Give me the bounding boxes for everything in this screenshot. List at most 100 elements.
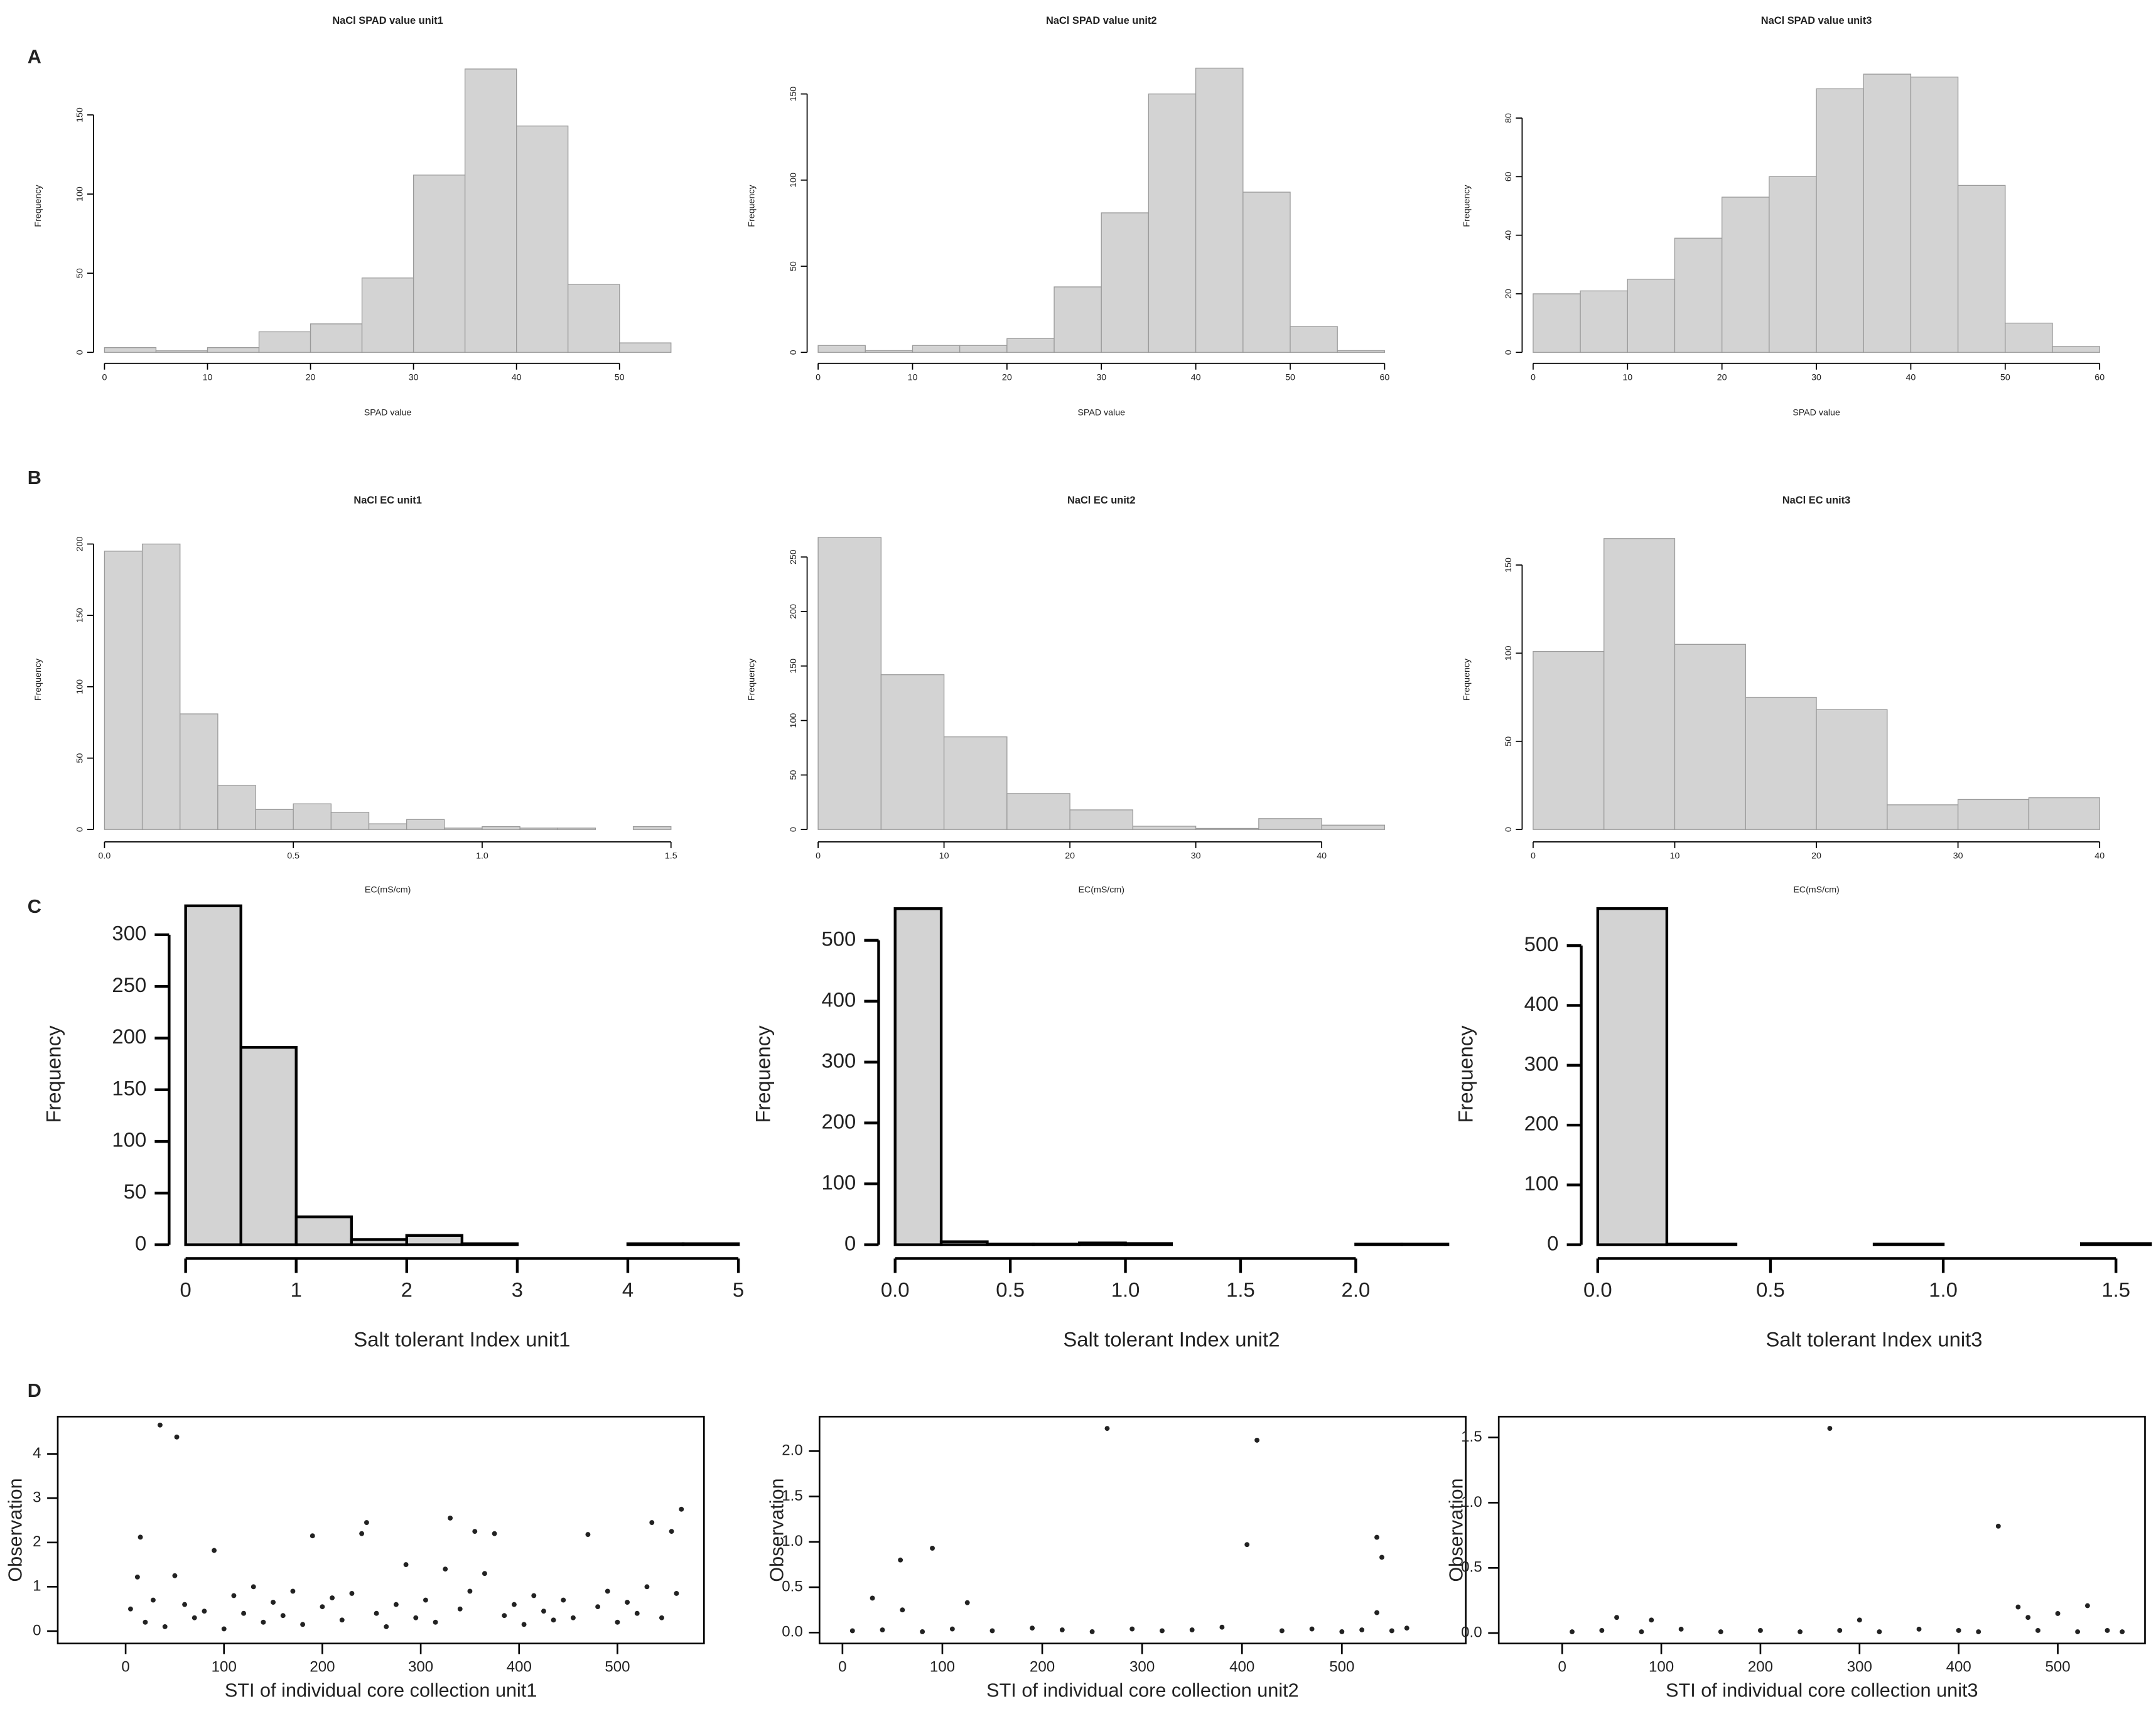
y-tick-label: 0.0 <box>782 1624 802 1641</box>
point <box>492 1531 497 1536</box>
x-tick-label: 0 <box>121 1659 129 1676</box>
x-tick-label: 20 <box>1002 372 1012 382</box>
bar <box>1258 818 1322 830</box>
bar <box>293 803 332 830</box>
bar <box>619 342 672 353</box>
point <box>1976 1629 1981 1634</box>
point <box>448 1516 453 1521</box>
point <box>1279 1628 1285 1634</box>
bar <box>516 126 569 353</box>
point <box>1404 1625 1409 1631</box>
point <box>669 1529 674 1534</box>
bar <box>239 1046 298 1246</box>
point <box>1309 1626 1315 1632</box>
y-tick-label: 100 <box>112 1128 146 1151</box>
point <box>964 1600 970 1605</box>
y-tick-label: 0 <box>75 827 85 832</box>
bar <box>217 785 256 830</box>
y-tick-label: 150 <box>789 87 799 102</box>
x-tick-label: 200 <box>1748 1659 1773 1676</box>
x-tick-label: 0.5 <box>1756 1278 1785 1302</box>
x-tick-label: 40 <box>1317 851 1327 861</box>
x-axis-label: SPAD value <box>1792 407 1840 418</box>
point <box>280 1613 286 1619</box>
point <box>157 1422 163 1428</box>
bar <box>1069 809 1134 830</box>
y-tick-label: 400 <box>1524 992 1559 1015</box>
x-tick-label: 40 <box>1191 372 1201 382</box>
y-tick-label: 100 <box>789 713 799 728</box>
point <box>649 1520 655 1525</box>
y-axis-label: Frequency <box>33 658 43 701</box>
bar <box>258 331 311 353</box>
point <box>457 1606 463 1612</box>
point <box>1757 1627 1763 1633</box>
point <box>310 1533 315 1539</box>
point <box>433 1619 438 1625</box>
y-tick-label: 0 <box>789 350 799 355</box>
point <box>472 1529 478 1534</box>
bar <box>817 345 866 353</box>
y-tick-label: 500 <box>1524 932 1559 956</box>
point <box>1189 1627 1195 1632</box>
y-tick-label: 0 <box>135 1231 146 1254</box>
bar <box>361 278 414 353</box>
y-tick-label: 500 <box>821 927 856 950</box>
bar <box>1596 907 1669 1246</box>
y-tick-label: 0 <box>1504 350 1514 355</box>
point <box>595 1604 601 1610</box>
y-axis-label: Frequency <box>1453 1025 1477 1123</box>
x-axis-label: EC(mS/cm) <box>1078 885 1124 895</box>
bar <box>1242 191 1291 353</box>
y-tick-label: 1.5 <box>1461 1428 1482 1445</box>
y-tick-label: 300 <box>821 1048 856 1072</box>
y-tick-label: 20 <box>1504 289 1514 299</box>
plot-frame <box>57 1416 705 1645</box>
bar <box>1745 696 1817 830</box>
bar <box>1321 824 1386 830</box>
x-tick-label: 1.5 <box>1226 1278 1255 1302</box>
y-tick-label: 1.0 <box>782 1533 802 1550</box>
point <box>2120 1629 2125 1634</box>
point <box>2015 1604 2021 1610</box>
point <box>1129 1626 1135 1632</box>
x-tick-label: 10 <box>203 372 213 382</box>
x-tick-label: 0 <box>102 372 107 382</box>
x-tick-label: 20 <box>1065 851 1075 861</box>
y-tick-label: 100 <box>1524 1172 1559 1195</box>
chart-title: NaCl SPAD value unit1 <box>332 15 443 26</box>
point <box>413 1615 419 1620</box>
x-tick-label: 10 <box>1622 372 1632 382</box>
bar <box>184 904 242 1246</box>
x-tick-label: 10 <box>908 372 918 382</box>
bar <box>1354 1242 1403 1246</box>
point <box>202 1609 207 1614</box>
x-tick-label: 500 <box>2045 1659 2070 1676</box>
point <box>2075 1629 2081 1634</box>
bar <box>912 345 961 353</box>
bar <box>865 350 914 353</box>
bar <box>519 827 558 830</box>
point <box>349 1591 355 1596</box>
bar <box>104 347 157 353</box>
point <box>300 1622 306 1627</box>
x-tick-label: 30 <box>1953 851 1963 861</box>
point <box>1995 1523 2001 1529</box>
y-tick-label: 1.5 <box>782 1487 802 1504</box>
x-axis-label: STI of individual core collection unit1 <box>225 1679 537 1701</box>
point <box>644 1584 650 1590</box>
bar <box>1887 804 1959 830</box>
y-tick-label: 0.5 <box>782 1578 802 1595</box>
bar <box>444 827 483 830</box>
y-tick-label: 1 <box>33 1578 41 1595</box>
point <box>137 1534 143 1540</box>
bar <box>2005 322 2053 353</box>
x-tick-label: 0 <box>180 1278 191 1302</box>
point <box>467 1588 473 1594</box>
point <box>849 1628 855 1634</box>
y-tick-label: 100 <box>789 173 799 188</box>
point <box>1104 1426 1110 1431</box>
chart-title: NaCl SPAD value unit3 <box>1761 15 1872 26</box>
point <box>561 1597 566 1603</box>
point <box>1649 1617 1654 1623</box>
